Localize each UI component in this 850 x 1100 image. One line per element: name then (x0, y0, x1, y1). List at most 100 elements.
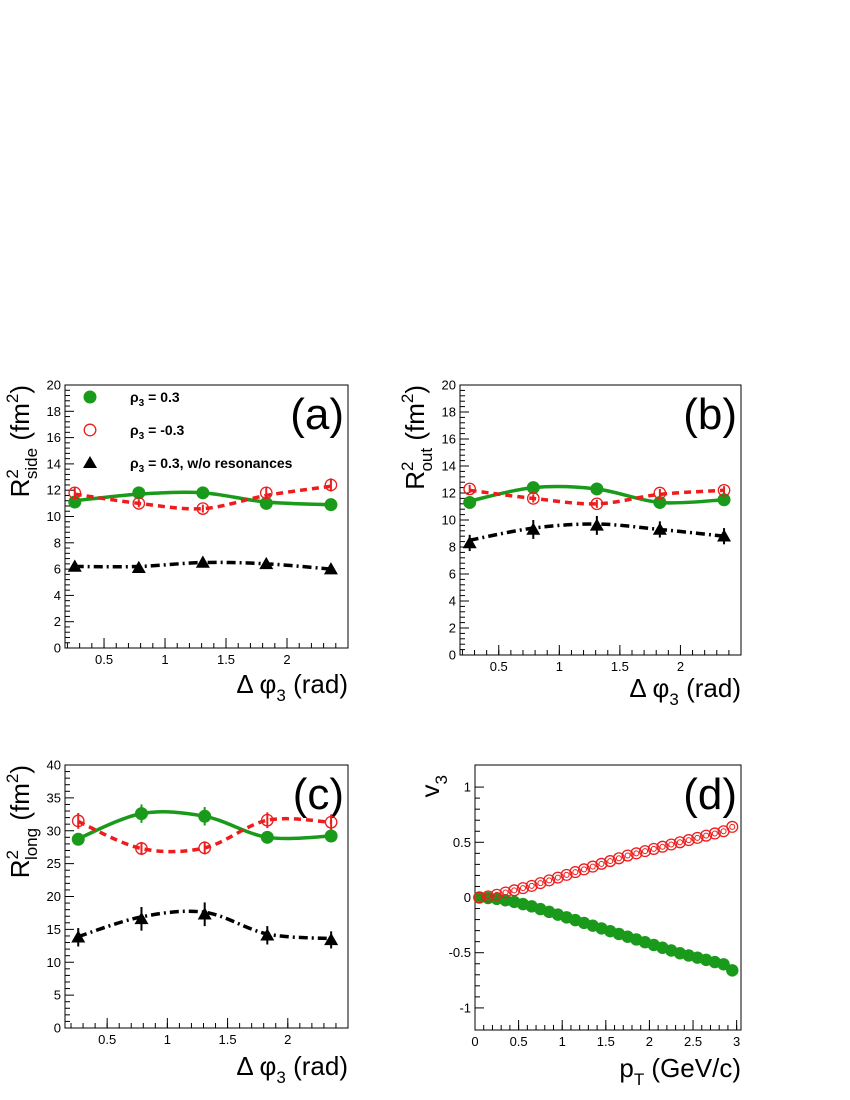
legend: ρ3 = 0.3ρ3 = -0.3ρ3 = 0.3, w/o resonance… (83, 389, 293, 475)
y-axis-title: R2out (fm2) (398, 385, 436, 490)
data-point-inner (659, 843, 666, 850)
y-tick-label: 12 (47, 483, 61, 498)
data-point-inner (554, 874, 561, 881)
legend-symbol: ρ (130, 389, 139, 405)
data-point (526, 481, 540, 495)
y-axis-title-tail: (fm (5, 403, 35, 448)
data-point (71, 814, 85, 828)
x-tick-label: 1 (164, 1032, 171, 1047)
y-tick-label: 14 (47, 456, 61, 471)
y-axis-title-tail: (fm (5, 783, 35, 828)
x-tick-label: 2 (646, 1034, 653, 1049)
data-point-inner (633, 850, 640, 857)
y-tick-label: 25 (47, 856, 61, 871)
data-point (71, 930, 86, 943)
legend-text-rest: = -0.3 (144, 422, 184, 438)
data-point (569, 866, 582, 879)
x-axis-title-tail: (rad) (679, 673, 741, 703)
data-point (68, 495, 82, 509)
y-tick-label: 2 (449, 621, 456, 636)
data-point-inner (624, 852, 631, 859)
data-point (647, 842, 660, 855)
series-1 (68, 486, 338, 512)
y-tick-label: 10 (47, 955, 61, 970)
data-point (323, 562, 338, 575)
data-point-inner (572, 869, 579, 876)
x-axis-title: Δ φ3 (rad) (236, 1051, 348, 1087)
y-tick-label: 6 (54, 562, 61, 577)
series-1 (473, 891, 739, 977)
y-tick-label: 2 (54, 614, 61, 629)
legend-symbol-sub: 3 (139, 464, 145, 475)
data-point-inner (589, 863, 596, 870)
data-point (560, 868, 573, 881)
y-tick-label: 16 (47, 430, 61, 445)
y-axis-title-sup: 2 (3, 469, 22, 478)
y-axis-title-close: ) (5, 765, 35, 774)
data-point (653, 495, 667, 509)
data-point (463, 495, 477, 509)
legend-symbol: ρ (130, 455, 139, 471)
y-tick-label: 0 (449, 648, 456, 663)
panel-label: (d) (683, 770, 737, 819)
data-point (590, 482, 604, 496)
data-point-inner (729, 823, 736, 830)
data-point (196, 486, 210, 500)
data-point-inner (668, 841, 675, 848)
legend-text-rest: = 0.3 (144, 389, 180, 405)
legend-item-1: ρ3 = 0.3 (83, 389, 180, 409)
y-axis-title-tail: (fm (400, 403, 430, 448)
legend-marker-triangle (83, 456, 97, 468)
data-point (324, 815, 338, 829)
data-point-inner (607, 858, 614, 865)
data-point (700, 829, 713, 842)
data-point (691, 831, 704, 844)
data-point (577, 863, 591, 876)
y-axis-title-main: R (5, 479, 35, 498)
x-tick-label: 0 (471, 1034, 478, 1049)
legend-symbol: ρ (130, 422, 139, 438)
x-tick-label: 1 (556, 659, 563, 674)
data-point (726, 820, 739, 833)
legend-item-2: ρ3 = -0.3 (83, 422, 185, 442)
y-tick-label: 10 (47, 509, 61, 524)
panel-d: -1-0.500.510 0.5 1 1.5 2 2.5 3(d)pT (GeV/c)v3 (415, 764, 742, 1089)
x-axis-title-main: Δ φ (236, 669, 276, 699)
data-point (590, 497, 604, 511)
y-tick-label: 8 (54, 535, 61, 550)
data-point (135, 842, 148, 855)
y-axis-title-sub: out (417, 448, 436, 472)
y-tick-label: 20 (47, 889, 61, 904)
legend-symbol-sub: 3 (139, 431, 145, 442)
x-tick-label: 1.5 (611, 659, 629, 674)
y-axis-title-close: ) (5, 385, 35, 394)
series-1 (71, 804, 338, 846)
y-axis-title-tailsup: 2 (3, 394, 22, 403)
data-point-inner (711, 830, 718, 837)
y-tick-label: 0 (54, 641, 61, 656)
data-point (526, 492, 540, 505)
data-point (499, 886, 512, 899)
data-point (673, 836, 687, 849)
data-point-inner (493, 891, 500, 898)
y-axis-title-close: ) (400, 385, 430, 394)
legend-marker-filled-circle (83, 390, 97, 404)
x-axis-title-main: Δ φ (629, 673, 669, 703)
x-tick-label: 2 (283, 652, 290, 667)
y-axis-title-main: R (5, 860, 35, 879)
data-point (195, 555, 210, 568)
x-axis-title-sub: 3 (669, 690, 678, 709)
series-3 (67, 555, 338, 575)
y-axis-title-tailsup: 2 (398, 394, 417, 403)
x-axis-title-tail: (rad) (286, 1051, 348, 1081)
y-axis-title: v3 (415, 775, 451, 797)
y-tick-label: 20 (442, 378, 456, 393)
data-point (630, 847, 643, 860)
y-tick-label: 20 (47, 378, 61, 393)
data-point (473, 891, 486, 904)
x-axis-title: pT (GeV/c) (619, 1053, 741, 1089)
x-tick-label: 1.5 (219, 1032, 237, 1047)
y-tick-label: 35 (47, 790, 61, 805)
